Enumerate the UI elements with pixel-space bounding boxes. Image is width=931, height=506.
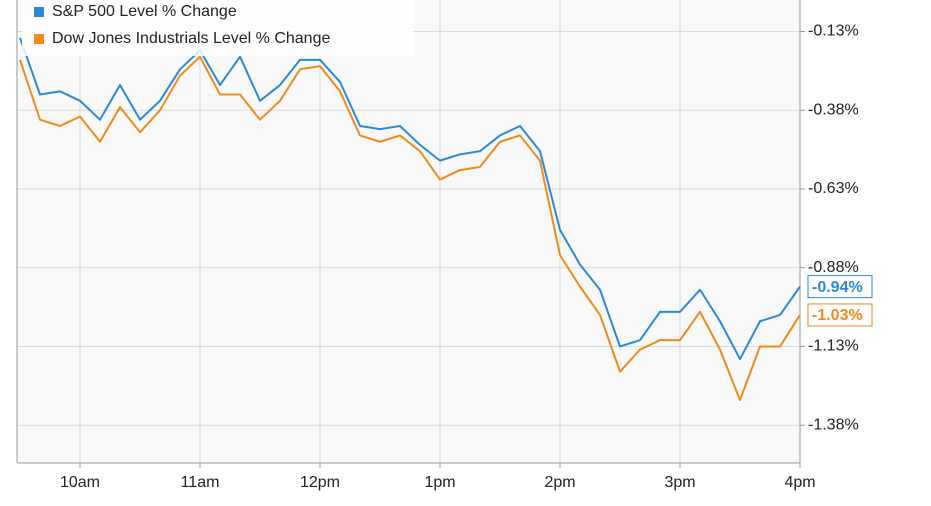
y-tick-label: -0.13% [808, 23, 859, 40]
y-tick-label: -0.38% [808, 101, 859, 118]
x-tick-label: 2pm [544, 474, 575, 491]
series-line [19, 55, 801, 402]
x-tick-label: 3pm [664, 474, 695, 491]
x-tick-label: 10am [60, 474, 100, 491]
x-tick-label: 11am [181, 474, 220, 491]
end-label: -1.03% [812, 307, 863, 324]
end-label-box [807, 303, 873, 327]
end-label: -0.94% [812, 279, 863, 296]
legend-swatch [34, 34, 44, 44]
x-tick-label: 1pm [424, 474, 455, 491]
legend-box [22, 0, 414, 56]
y-tick-label: -0.63% [808, 180, 859, 197]
x-tick-label: 12pm [300, 474, 340, 491]
legend-label: Dow Jones Industrials Level % Change [52, 30, 330, 47]
y-tick-label: -1.13% [808, 338, 859, 355]
y-tick-label: -0.88% [808, 259, 859, 276]
legend-swatch [34, 7, 44, 17]
x-tick-label: 4pm [784, 474, 815, 491]
legend-label: S&P 500 Level % Change [52, 3, 237, 20]
end-label-box [807, 275, 873, 299]
series-line [19, 37, 801, 361]
y-tick-label: -1.38% [808, 416, 859, 433]
plot-area [17, 0, 800, 463]
